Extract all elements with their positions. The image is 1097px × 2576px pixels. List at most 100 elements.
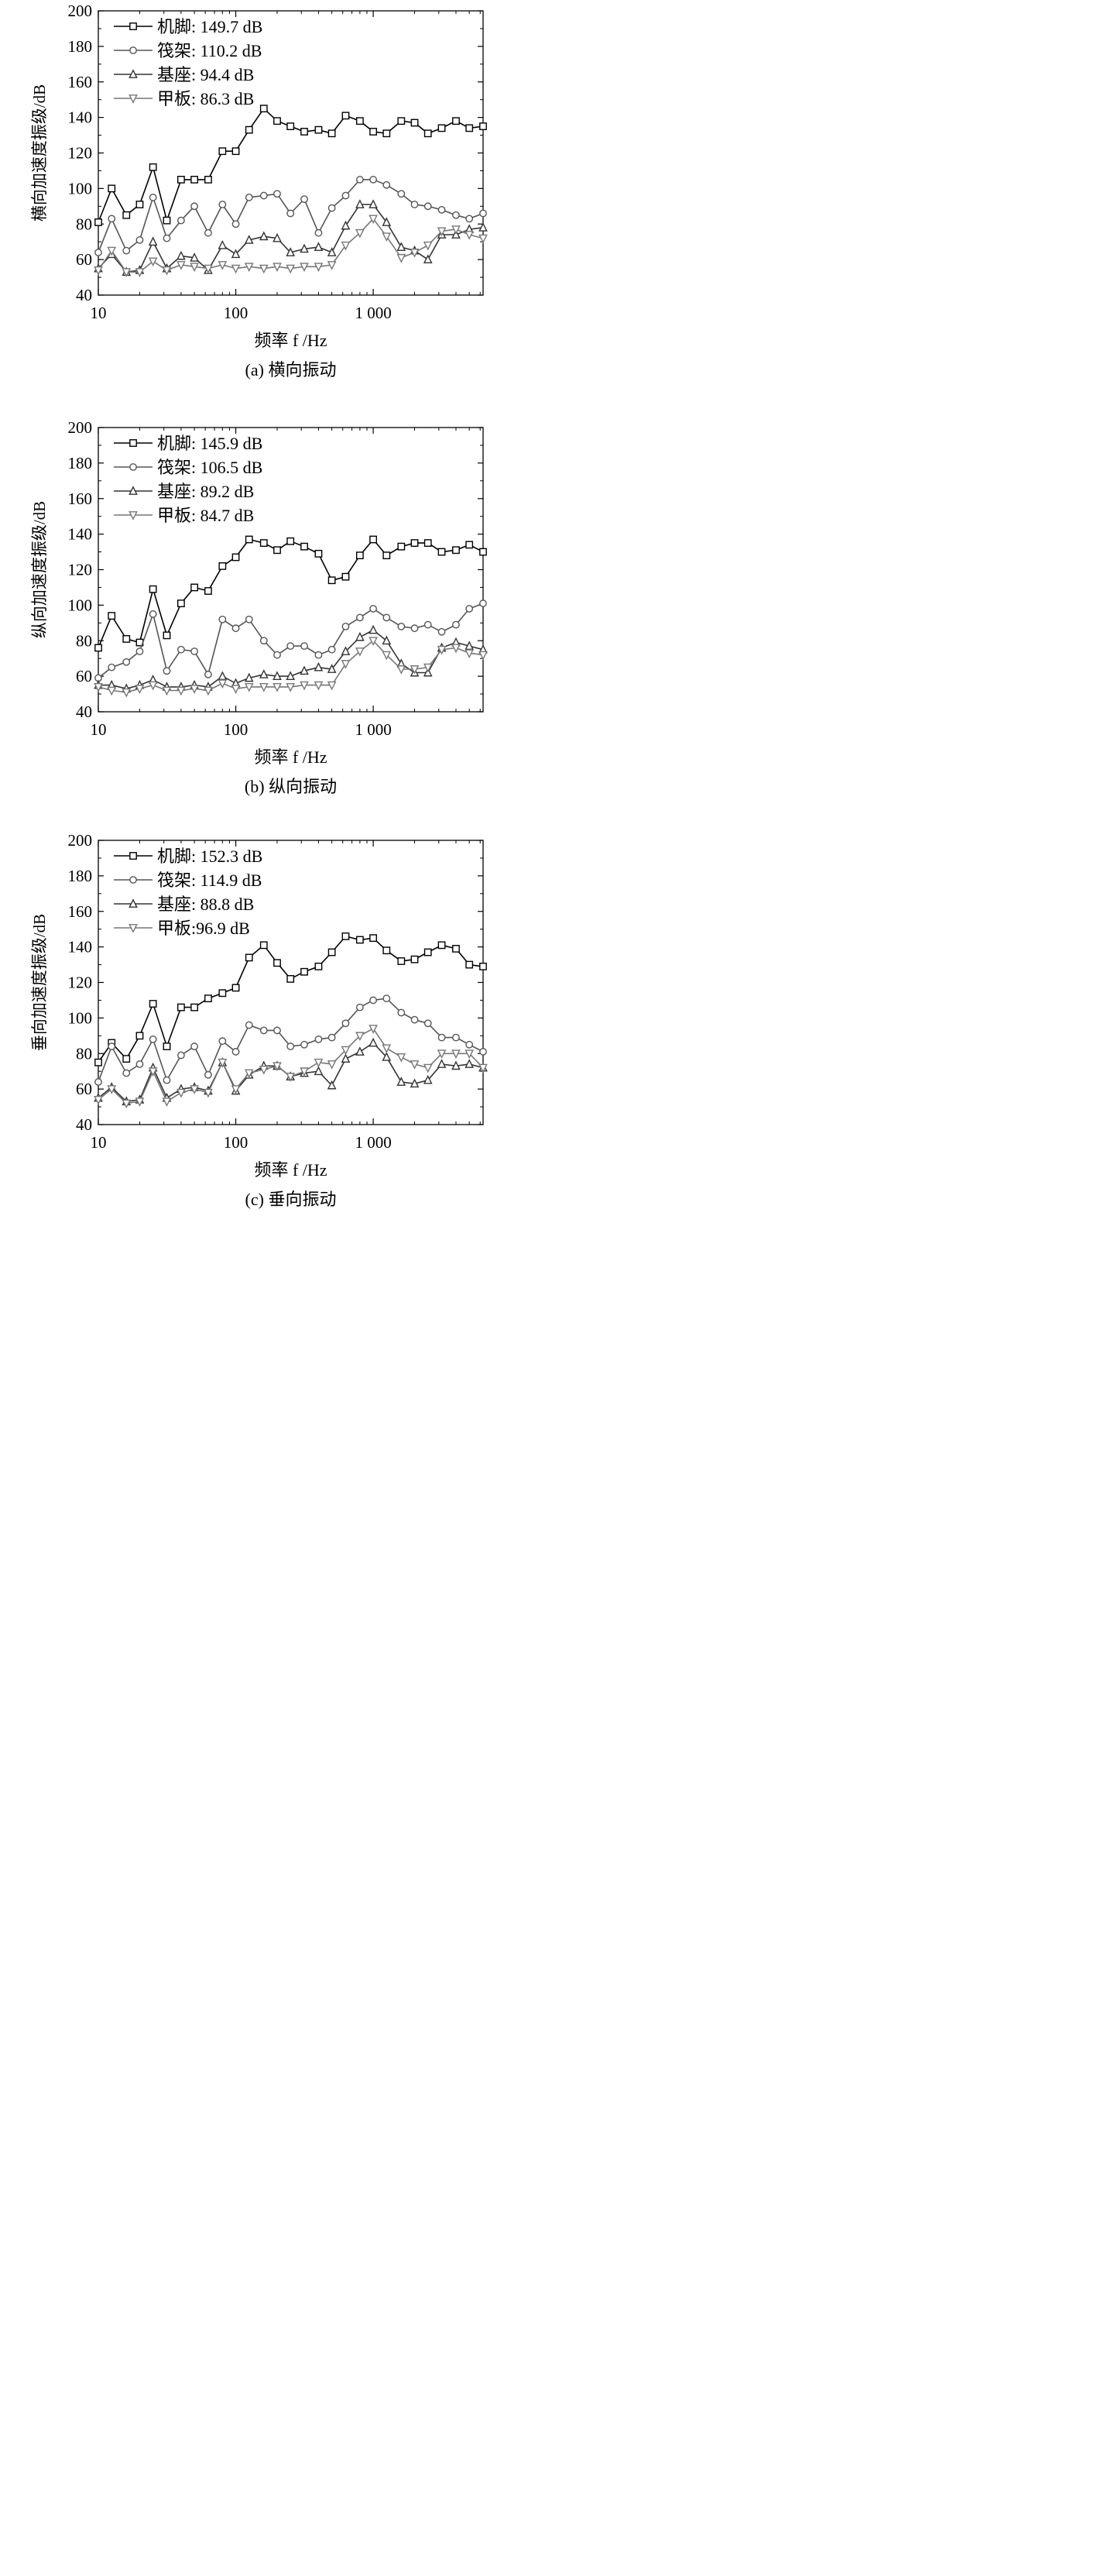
data-point (190, 1085, 199, 1094)
y-tick-label: 180 (68, 454, 93, 472)
chart-panel-2: 40 60 80 100 120 140 160 180 200 10 100 1 000 垂向加速度振… (30, 831, 488, 1209)
data-point (437, 1049, 447, 1060)
data-point (204, 176, 212, 184)
data-point (465, 1049, 475, 1060)
data-point (327, 576, 336, 585)
data-point (465, 605, 474, 613)
data-point (423, 254, 433, 264)
data-point (410, 201, 419, 208)
y-tick-label: 40 (76, 1115, 92, 1134)
data-point (231, 1048, 240, 1056)
data-point (177, 261, 186, 270)
data-point (259, 669, 269, 678)
data-point (163, 216, 171, 225)
data-point (218, 615, 227, 623)
data-point (244, 235, 254, 244)
data-point (423, 620, 432, 629)
legend-label: 基座: 88.8 dB (157, 895, 254, 914)
data-point (423, 129, 432, 138)
data-point (465, 1059, 475, 1068)
data-point (259, 1065, 269, 1075)
x-tick-label: 10 (91, 1133, 107, 1152)
data-point (300, 128, 308, 136)
legend-label: 筏架: 114.9 dB (157, 871, 262, 890)
data-point (369, 128, 377, 136)
y-tick-label: 180 (68, 37, 93, 56)
data-point (437, 1033, 446, 1042)
data-point (135, 1060, 144, 1068)
data-point (135, 647, 144, 655)
data-point (245, 535, 253, 544)
data-point (149, 193, 157, 201)
data-point (341, 623, 350, 630)
data-point (190, 263, 199, 273)
data-point (163, 1076, 171, 1084)
data-point (327, 261, 337, 270)
data-point (177, 250, 186, 260)
data-point (465, 541, 474, 549)
data-point (245, 125, 253, 134)
data-point (300, 1040, 308, 1049)
data-point (355, 1032, 365, 1042)
data-point (437, 941, 446, 950)
data-point (177, 1051, 185, 1060)
legend-label: 基座: 89.2 dB (157, 482, 254, 501)
data-point (300, 967, 308, 976)
data-point (135, 1097, 145, 1107)
y-tick-label: 80 (76, 215, 92, 233)
data-point (382, 994, 391, 1003)
data-point (273, 1026, 281, 1035)
data-point (177, 599, 185, 607)
data-point (300, 243, 309, 253)
data-point (107, 246, 117, 256)
data-point (148, 236, 158, 246)
data-point (382, 217, 392, 226)
data-point (355, 1046, 365, 1056)
data-point (397, 623, 406, 630)
data-point (231, 1085, 241, 1094)
data-point (300, 1067, 309, 1077)
data-point (382, 551, 391, 560)
data-point (369, 934, 377, 943)
data-point (259, 231, 269, 241)
data-point (465, 124, 474, 132)
data-point (286, 247, 296, 256)
data-point (478, 222, 488, 232)
x-tick-label: 100 (224, 720, 249, 739)
legend-marker (129, 876, 137, 884)
data-point (314, 962, 323, 970)
data-point (286, 1073, 296, 1082)
data-point (396, 253, 406, 263)
x-axis-label: 频率 f /Hz (254, 747, 327, 767)
data-point (148, 1067, 158, 1077)
data-point (163, 631, 171, 640)
y-tick-label: 200 (68, 831, 93, 850)
data-point (108, 663, 116, 671)
data-point (163, 667, 171, 675)
data-point (327, 204, 336, 212)
data-point (273, 546, 281, 555)
data-point (382, 613, 391, 622)
legend: 机脚: 145.9 dB 筏架: 106.5 dB 基座: 89.2 dB 甲板: 8… (114, 434, 262, 525)
series-0 (94, 932, 487, 1066)
data-point (327, 948, 336, 957)
legend-marker (129, 511, 138, 520)
series-3 (94, 1025, 488, 1109)
data-point (177, 1088, 186, 1098)
data-point (273, 671, 282, 681)
data-point (245, 615, 253, 623)
data-point (286, 122, 295, 130)
data-point (231, 685, 241, 694)
data-point (135, 1032, 144, 1040)
data-point (107, 1085, 117, 1094)
data-point (300, 263, 309, 273)
data-point (437, 227, 447, 237)
x-tick-label: 1 000 (355, 720, 391, 739)
data-point (122, 635, 131, 643)
data-point (341, 1019, 350, 1028)
data-point (135, 201, 144, 208)
x-axis-label: 频率 f /Hz (254, 331, 327, 350)
data-point (479, 548, 487, 556)
y-tick-label: 160 (68, 902, 93, 921)
data-point (341, 1053, 351, 1063)
